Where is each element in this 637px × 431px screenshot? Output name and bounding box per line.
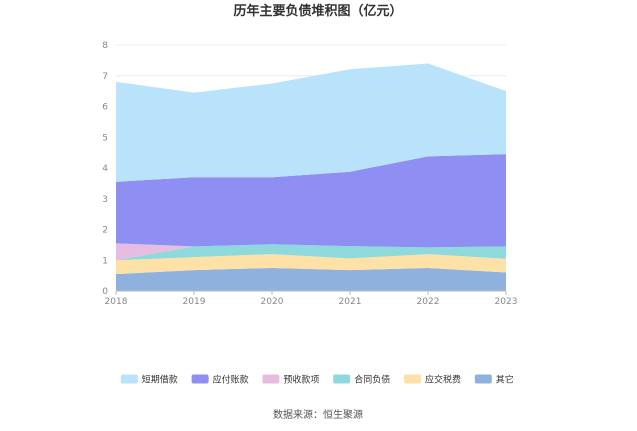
legend-item[interactable]: 短期借款 xyxy=(120,374,178,386)
legend-label: 预收款项 xyxy=(283,374,319,386)
y-tick-label: 4 xyxy=(102,164,108,174)
legend-item[interactable]: 其它 xyxy=(474,374,514,386)
legend-item[interactable]: 应交税费 xyxy=(404,374,461,386)
legend: 短期借款 应付账款 预收款项 合同负债 应交税费 其它 xyxy=(120,374,514,386)
x-tick-label: 2019 xyxy=(183,297,206,307)
y-tick-label: 7 xyxy=(102,72,108,82)
legend-swatch xyxy=(120,374,138,384)
y-tick-label: 3 xyxy=(102,195,108,205)
x-tick-label: 2020 xyxy=(261,297,284,307)
x-tick-label: 2023 xyxy=(495,297,518,307)
area-series xyxy=(116,243,506,261)
area-series xyxy=(116,254,506,275)
chart-title: 历年主要负债堆积图（亿元） xyxy=(233,3,402,19)
data-source: 数据来源：恒生聚源 xyxy=(273,408,363,421)
area-series xyxy=(116,63,506,182)
legend-label: 合同负债 xyxy=(354,374,390,386)
legend-item[interactable]: 应付账款 xyxy=(191,374,249,386)
legend-label: 应交税费 xyxy=(425,374,461,386)
y-tick-label: 1 xyxy=(102,256,108,266)
area-series xyxy=(116,154,506,248)
x-tick-label: 2021 xyxy=(339,297,362,307)
y-tick-label: 6 xyxy=(102,103,108,113)
legend-swatch xyxy=(404,374,421,384)
legend-label: 其它 xyxy=(496,374,514,386)
area-series xyxy=(116,244,506,261)
axes: 0 1 2 3 4 5 6 7 8 2018 2019 2020 2021 2022 2023 xyxy=(102,41,517,307)
legend-item[interactable]: 合同负债 xyxy=(333,374,390,386)
legend-swatch xyxy=(474,374,492,384)
y-tick-label: 8 xyxy=(102,41,108,51)
legend-swatch xyxy=(333,374,351,384)
stacked-areas xyxy=(115,63,507,291)
legend-swatch xyxy=(262,374,280,384)
legend-swatch xyxy=(191,374,209,384)
x-tick-label: 2022 xyxy=(417,297,440,307)
legend-item[interactable]: 预收款项 xyxy=(262,374,319,386)
y-tick-label: 5 xyxy=(102,133,108,143)
y-tick-label: 0 xyxy=(102,287,108,297)
area-series xyxy=(116,267,506,291)
x-tick-label: 2018 xyxy=(105,297,128,307)
legend-label: 应付账款 xyxy=(213,374,249,386)
legend-label: 短期借款 xyxy=(142,374,178,386)
y-tick-label: 2 xyxy=(102,226,108,236)
